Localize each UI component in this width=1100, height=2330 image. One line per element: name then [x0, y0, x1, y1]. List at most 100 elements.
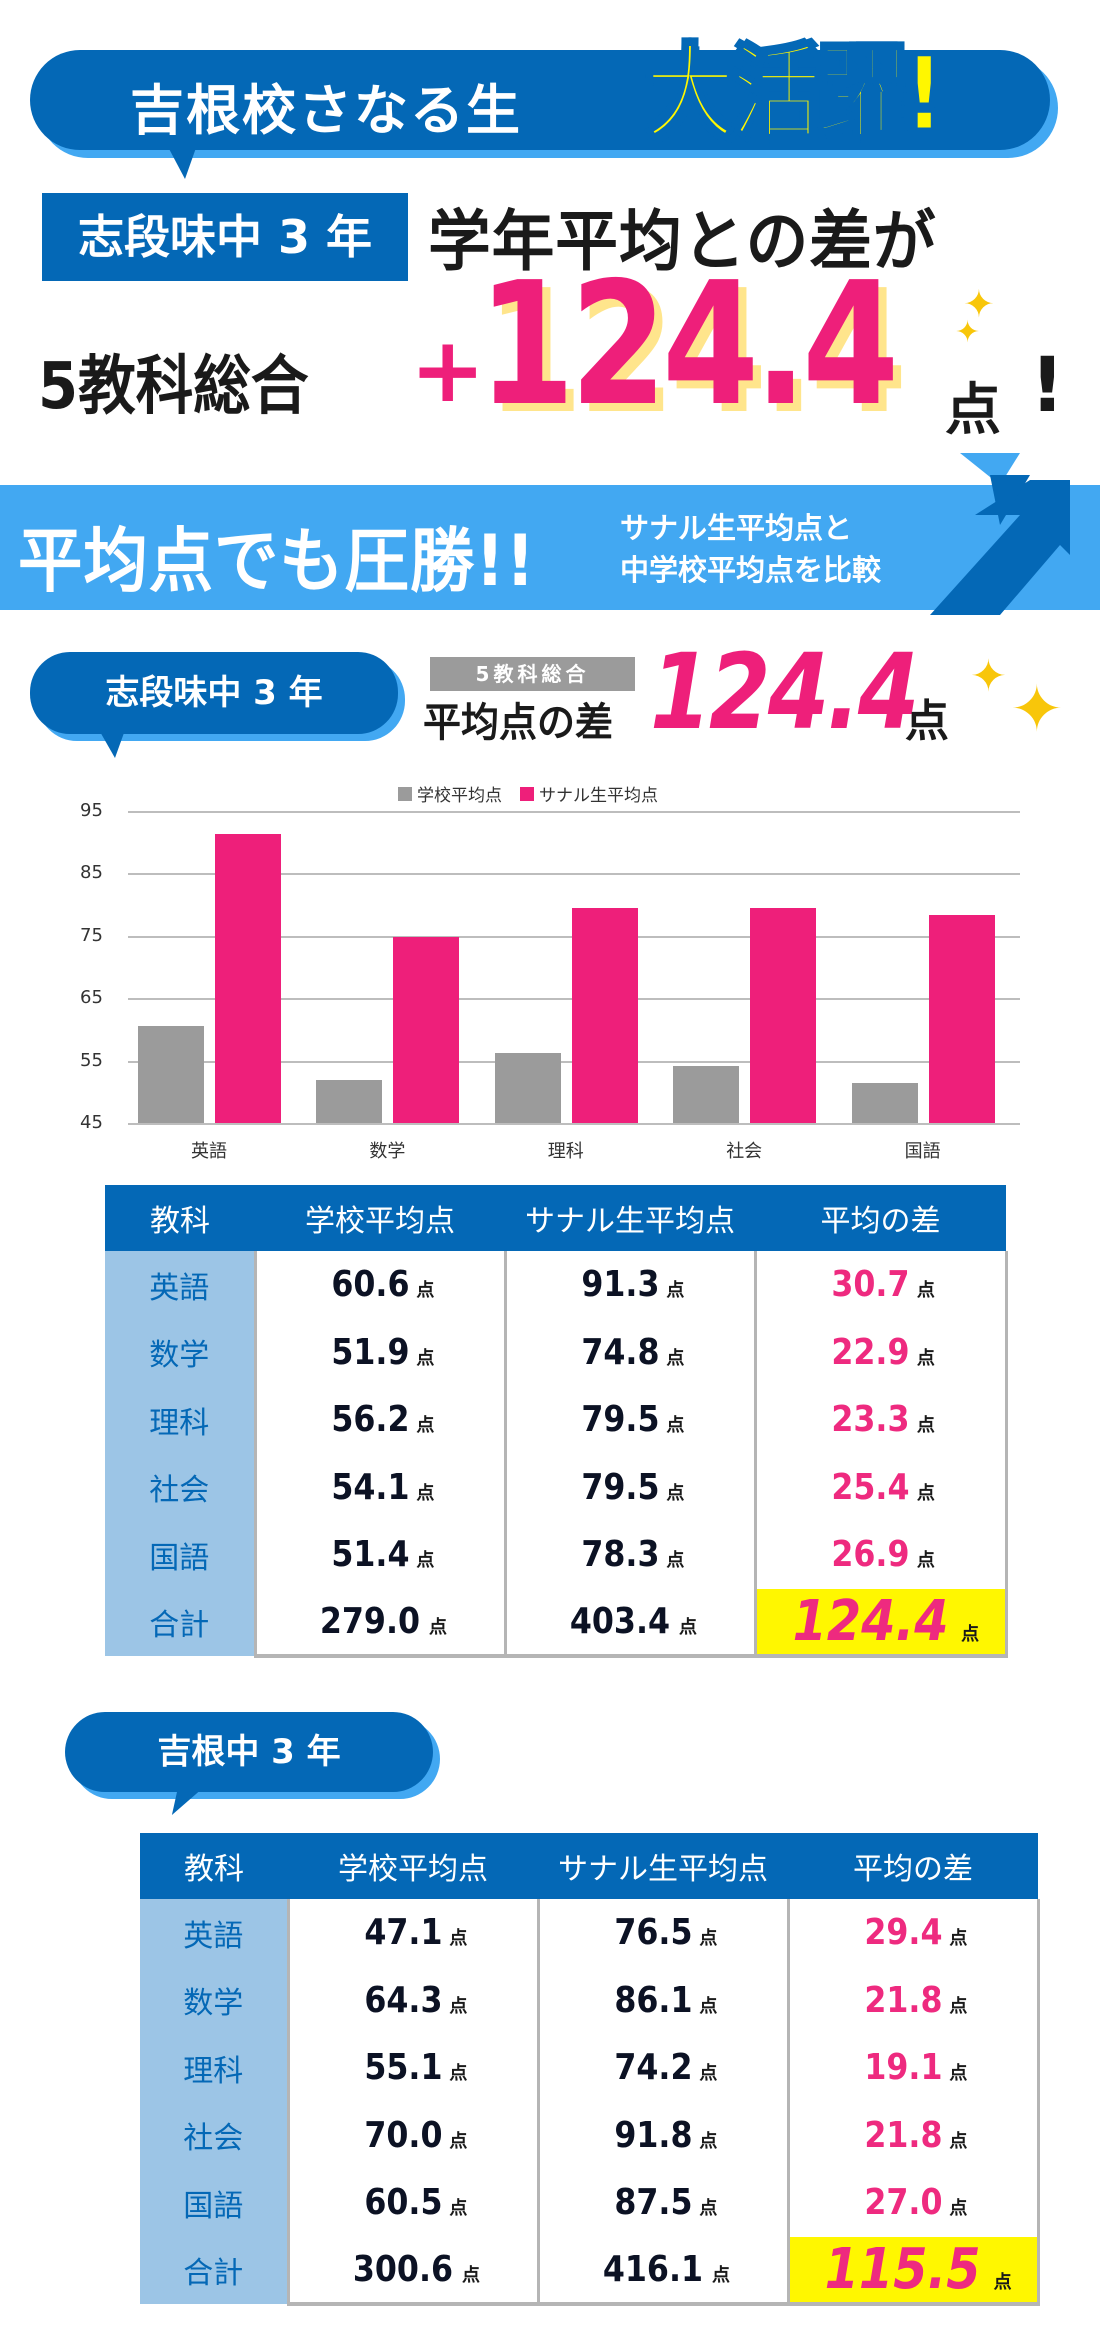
subject-cell: 社会 [140, 2101, 288, 2169]
bar-sanaru [393, 937, 460, 1123]
sanaru-avg-value: 79.5 [580, 1466, 660, 1508]
unit-label: 点 [461, 2264, 480, 2286]
compare-banner-sub: サナル生平均点と 中学校平均点を比較 [620, 507, 881, 591]
x-tick-label: 国語 [904, 1141, 941, 1162]
sanaru-avg-cell: 79.5 点 [503, 1386, 755, 1454]
sparkle-icon: ✦ [963, 282, 995, 326]
table-header-row: 教科 学校平均点 サナル生平均点 平均の差 [105, 1185, 1006, 1251]
sanaru-avg-cell: 403.4 点 [503, 1588, 755, 1658]
bar-school [494, 1053, 561, 1123]
sanaru-avg-value: 79.5 [580, 1399, 660, 1441]
unit-label: 点 [666, 1415, 685, 1437]
unit-label: 点 [416, 1347, 435, 1369]
badge-label: 志段味中 3 年 [30, 652, 398, 734]
table-row: 英語 47.1 点 76.5 点 29.4 点 [140, 1899, 1040, 1967]
gridline [128, 811, 1020, 813]
unit-label: 点 [449, 2198, 468, 2220]
unit-label: 点 [949, 1928, 968, 1950]
legend-label: 学校平均点 [417, 786, 502, 806]
school-avg-value: 55.1 [363, 2047, 443, 2089]
y-tick-label: 45 [80, 1112, 103, 1133]
header-subject: 教科 [140, 1833, 288, 1899]
sanaru-avg-value: 87.5 [613, 2182, 693, 2224]
legend-label: サナル生平均点 [539, 786, 658, 806]
table-row: 数学 64.3 点 86.1 点 21.8 点 [140, 1966, 1040, 2034]
school-avg-cell: 55.1 点 [286, 2034, 538, 2102]
unit-label: 点 [416, 1415, 435, 1437]
sparkle-icon: ✦ [970, 651, 1007, 702]
hero-big-number: 124.4 [478, 246, 899, 444]
legend-item-sanaru: サナル生平均点 [520, 781, 658, 806]
header-sanaru-avg: サナル生平均点 [505, 1185, 755, 1251]
unit-label: 点 [449, 2063, 468, 2085]
sparkle-icon: ✦ [955, 315, 981, 350]
school-avg-value: 51.9 [330, 1331, 410, 1373]
bar-sanaru [571, 907, 638, 1123]
school-avg-cell: 56.2 点 [253, 1386, 505, 1454]
bar-school [138, 1025, 204, 1123]
bar-chart: 学校平均点 サナル生平均点 95 85 75 65 55 45 英語 数学 理科 社会 国語 [60, 775, 1040, 1175]
diff-value: 26.9 [831, 1534, 910, 1576]
subject-cell: 合計 [105, 1588, 255, 1656]
diff-cell: 27.0 点 [786, 2169, 1040, 2237]
up-arrow-icon [930, 453, 1070, 615]
sanaru-avg-cell: 79.5 点 [503, 1453, 755, 1521]
school-avg-value: 60.5 [363, 2182, 443, 2224]
unit-label: 点 [949, 2130, 968, 2152]
chart-legend: 学校平均点 サナル生平均点 [398, 781, 658, 806]
unit-label: 点 [449, 1995, 468, 2017]
sanaru-avg-cell: 87.5 点 [536, 2169, 788, 2237]
unit-label: 点 [699, 2063, 718, 2085]
sanaru-avg-value: 91.8 [613, 2114, 693, 2156]
legend-item-school: 学校平均点 [398, 781, 502, 806]
school-avg-value: 54.1 [330, 1466, 410, 1508]
unit-label: 点 [699, 2130, 718, 2152]
x-tick-label: 英語 [191, 1141, 227, 1162]
header-school-avg: 学校平均点 [288, 1833, 538, 1899]
table-row: 理科 55.1 点 74.2 点 19.1 点 [140, 2034, 1040, 2102]
school-avg-value: 70.0 [363, 2114, 443, 2156]
sanaru-avg-value: 74.8 [580, 1331, 660, 1373]
bar-school [673, 1066, 740, 1123]
x-tick-label: 数学 [369, 1141, 406, 1162]
table-header-row: 教科 学校平均点 サナル生平均点 平均の差 [140, 1833, 1038, 1899]
diff-value: 23.3 [831, 1399, 910, 1441]
diff-value: 21.8 [863, 1979, 943, 2021]
school-avg-cell: 300.6 点 [286, 2236, 538, 2306]
diff-cell: 124.4 点 [753, 1588, 1008, 1658]
sanaru-avg-value: 91.3 [580, 1264, 660, 1306]
subject-cell: 社会 [105, 1453, 255, 1521]
y-tick-label: 95 [80, 800, 103, 821]
diff-cell: 21.8 点 [786, 2101, 1040, 2169]
table-row: 数学 51.9 点 74.8 点 22.9 点 [105, 1318, 1008, 1386]
table-total-row: 合計 279.0 点 403.4 点 124.4 点 [105, 1588, 1008, 1658]
diff-cell: 23.3 点 [753, 1386, 1008, 1454]
unit-label: 点 [949, 1995, 968, 2017]
unit-label: 点 [699, 1928, 718, 1950]
header-diff: 平均の差 [755, 1185, 1006, 1251]
table-row: 英語 60.6 点 91.3 点 30.7 点 [105, 1251, 1008, 1319]
unit-label: 点 [916, 1280, 935, 1302]
header-diff: 平均の差 [788, 1833, 1038, 1899]
table-row: 国語 51.4 点 78.3 点 26.9 点 [105, 1521, 1008, 1589]
sanaru-avg-value: 86.1 [613, 1979, 693, 2021]
unit-label: 点 [449, 1928, 468, 1950]
gridline [128, 1123, 1020, 1125]
badge-label: 吉根中 3 年 [65, 1712, 433, 1792]
diff-cell: 22.9 点 [753, 1318, 1008, 1386]
y-tick-label: 75 [80, 924, 103, 946]
bar-sanaru [750, 907, 817, 1123]
unit-label: 点 [916, 1347, 935, 1369]
subject-cell: 英語 [140, 1899, 288, 1967]
school-avg-value: 56.2 [330, 1399, 410, 1441]
compare-banner: 平均点でも圧勝!! サナル生平均点と 中学校平均点を比較 [0, 485, 1100, 610]
unit-label: 点 [949, 2198, 968, 2220]
diff-cell: 25.4 点 [753, 1453, 1008, 1521]
diff-value: 19.1 [863, 2047, 943, 2089]
school-avg-value: 60.6 [330, 1264, 410, 1306]
school-avg-cell: 60.5 点 [286, 2169, 538, 2237]
y-tick-label: 65 [80, 987, 103, 1009]
bar-sanaru [215, 834, 281, 1123]
sanaru-avg-cell: 78.3 点 [503, 1521, 755, 1589]
unit-label: 点 [949, 2063, 968, 2085]
